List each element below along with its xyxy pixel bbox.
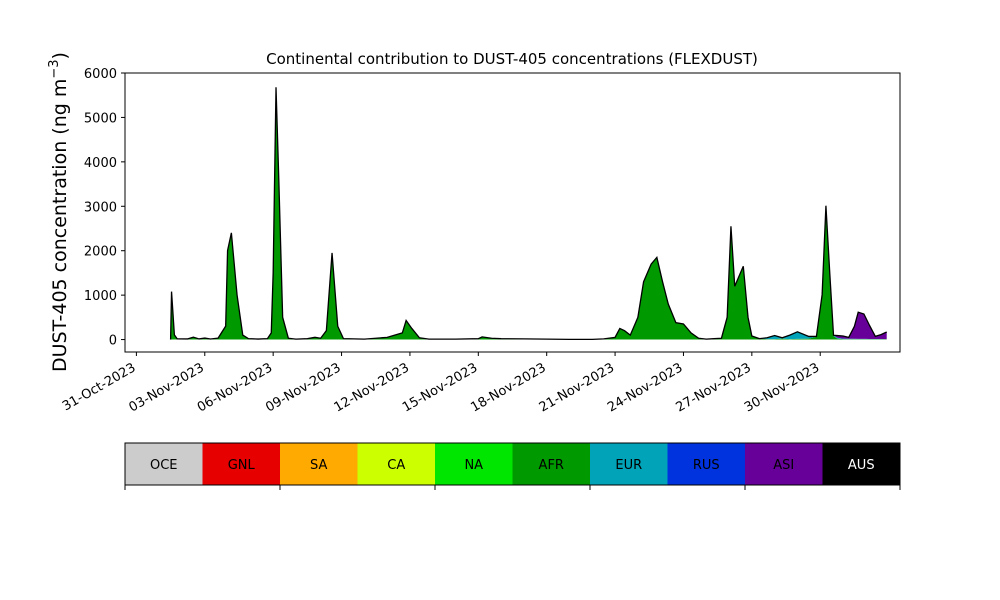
x-axis: 31-Oct-202303-Nov-202306-Nov-202309-Nov-… xyxy=(60,352,822,415)
area-series-afr xyxy=(170,90,887,340)
legend-swatch-na xyxy=(435,443,513,485)
legend-label-ca: CA xyxy=(387,458,405,473)
x-tick-label: 15-Nov-2023 xyxy=(400,360,480,415)
legend-swatch-aus xyxy=(822,443,900,485)
legend-label-na: NA xyxy=(464,458,483,473)
legend-label-oce: OCE xyxy=(150,458,178,473)
y-axis-label: DUST-405 concentration (ng m−3) xyxy=(47,52,71,372)
y-tick-label: 0 xyxy=(109,334,117,349)
legend-swatch-gnl xyxy=(202,443,280,485)
legend-label-rus: RUS xyxy=(693,458,720,473)
x-tick-label: 31-Oct-2023 xyxy=(60,360,138,414)
legend-swatch-oce xyxy=(125,443,203,485)
legend-swatch-afr xyxy=(512,443,590,485)
x-tick-label: 09-Nov-2023 xyxy=(263,360,343,415)
legend-label-aus: AUS xyxy=(848,458,875,473)
y-tick-label: 3000 xyxy=(84,200,117,215)
y-tick-label: 1000 xyxy=(84,289,117,304)
y-axis-label-close: ) xyxy=(49,52,71,59)
region-legend: OCE GNL SA CA NA AFR EUR RUS ASI AUS xyxy=(124,442,901,490)
legend-swatch-rus xyxy=(667,443,745,485)
legend-swatch-ca xyxy=(357,443,435,485)
legend-label-afr: AFR xyxy=(539,458,564,473)
stacked-areas xyxy=(169,87,887,340)
y-tick-label: 4000 xyxy=(84,156,117,171)
y-tick-label: 2000 xyxy=(84,245,117,260)
y-axis-label-exponent: −3 xyxy=(47,59,62,78)
legend-label-sa: SA xyxy=(310,458,327,473)
x-tick-label: 24-Nov-2023 xyxy=(605,360,685,415)
total-outline xyxy=(169,87,887,340)
legend-swatch-eur xyxy=(590,443,668,485)
legend-label-asi: ASI xyxy=(773,458,794,473)
y-tick-label: 6000 xyxy=(84,67,117,82)
y-axis: 0 1000 2000 3000 4000 5000 6000 xyxy=(84,67,125,349)
legend-label-gnl: GNL xyxy=(228,458,256,473)
chart-title: Continental contribution to DUST-405 con… xyxy=(266,50,758,68)
legend-frame xyxy=(124,442,901,486)
x-tick-label: 06-Nov-2023 xyxy=(195,360,275,415)
y-axis-label-main: DUST-405 concentration (ng m xyxy=(49,79,71,372)
x-tick-label: 12-Nov-2023 xyxy=(332,360,412,415)
y-tick-label: 5000 xyxy=(84,111,117,126)
legend-swatch-sa xyxy=(280,443,358,485)
x-tick-label: 18-Nov-2023 xyxy=(468,360,548,415)
x-tick-label: 30-Nov-2023 xyxy=(742,360,822,415)
legend-label-eur: EUR xyxy=(615,458,642,473)
legend-swatch-asi xyxy=(745,443,823,485)
x-tick-label: 03-Nov-2023 xyxy=(127,360,207,415)
plot-frame xyxy=(124,72,901,353)
x-tick-label: 27-Nov-2023 xyxy=(674,360,754,415)
x-tick-label: 21-Nov-2023 xyxy=(537,360,617,415)
